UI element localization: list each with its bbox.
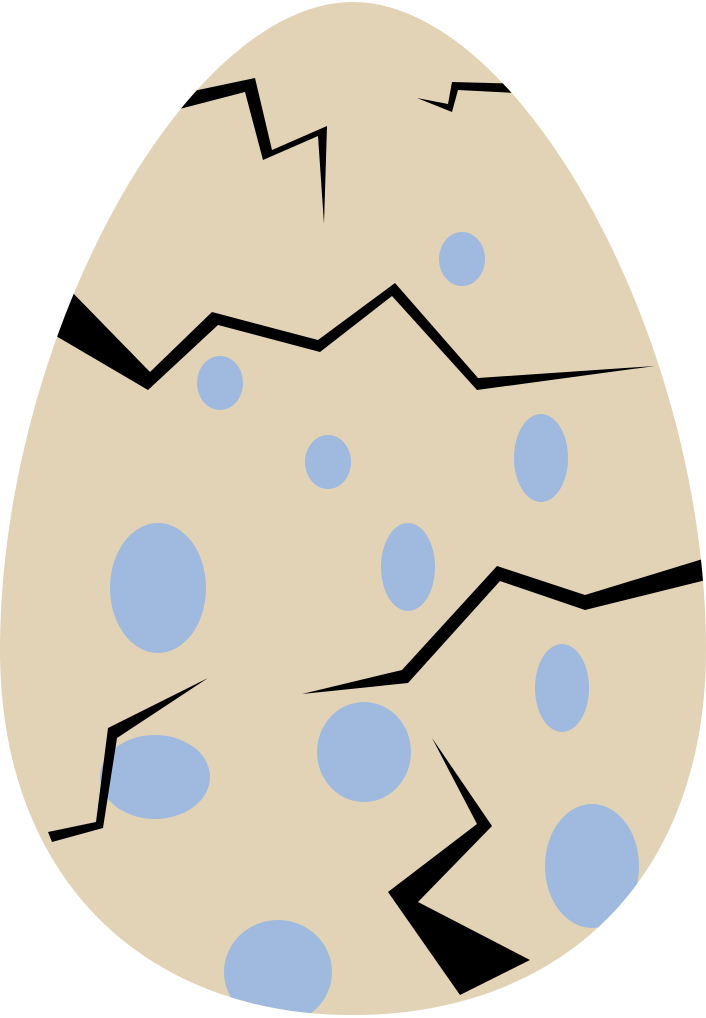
speckle-spot: [224, 920, 332, 1015]
speckle-spot: [317, 702, 411, 802]
crack-group: [48, 78, 706, 995]
crack-line: [417, 82, 535, 112]
speckle-spot: [100, 735, 210, 819]
speckle-spot: [535, 644, 589, 732]
speckle-spot: [545, 804, 639, 928]
speckle-spot: [381, 523, 435, 611]
speckle-spot: [110, 523, 206, 653]
speckle-spot: [514, 414, 568, 502]
crack-line: [388, 738, 530, 995]
speckle-spot: [439, 232, 485, 286]
speckle-spot: [305, 435, 351, 489]
speckle-spot: [197, 356, 243, 410]
speckle-group: [100, 232, 639, 1015]
crack-line: [302, 558, 706, 694]
